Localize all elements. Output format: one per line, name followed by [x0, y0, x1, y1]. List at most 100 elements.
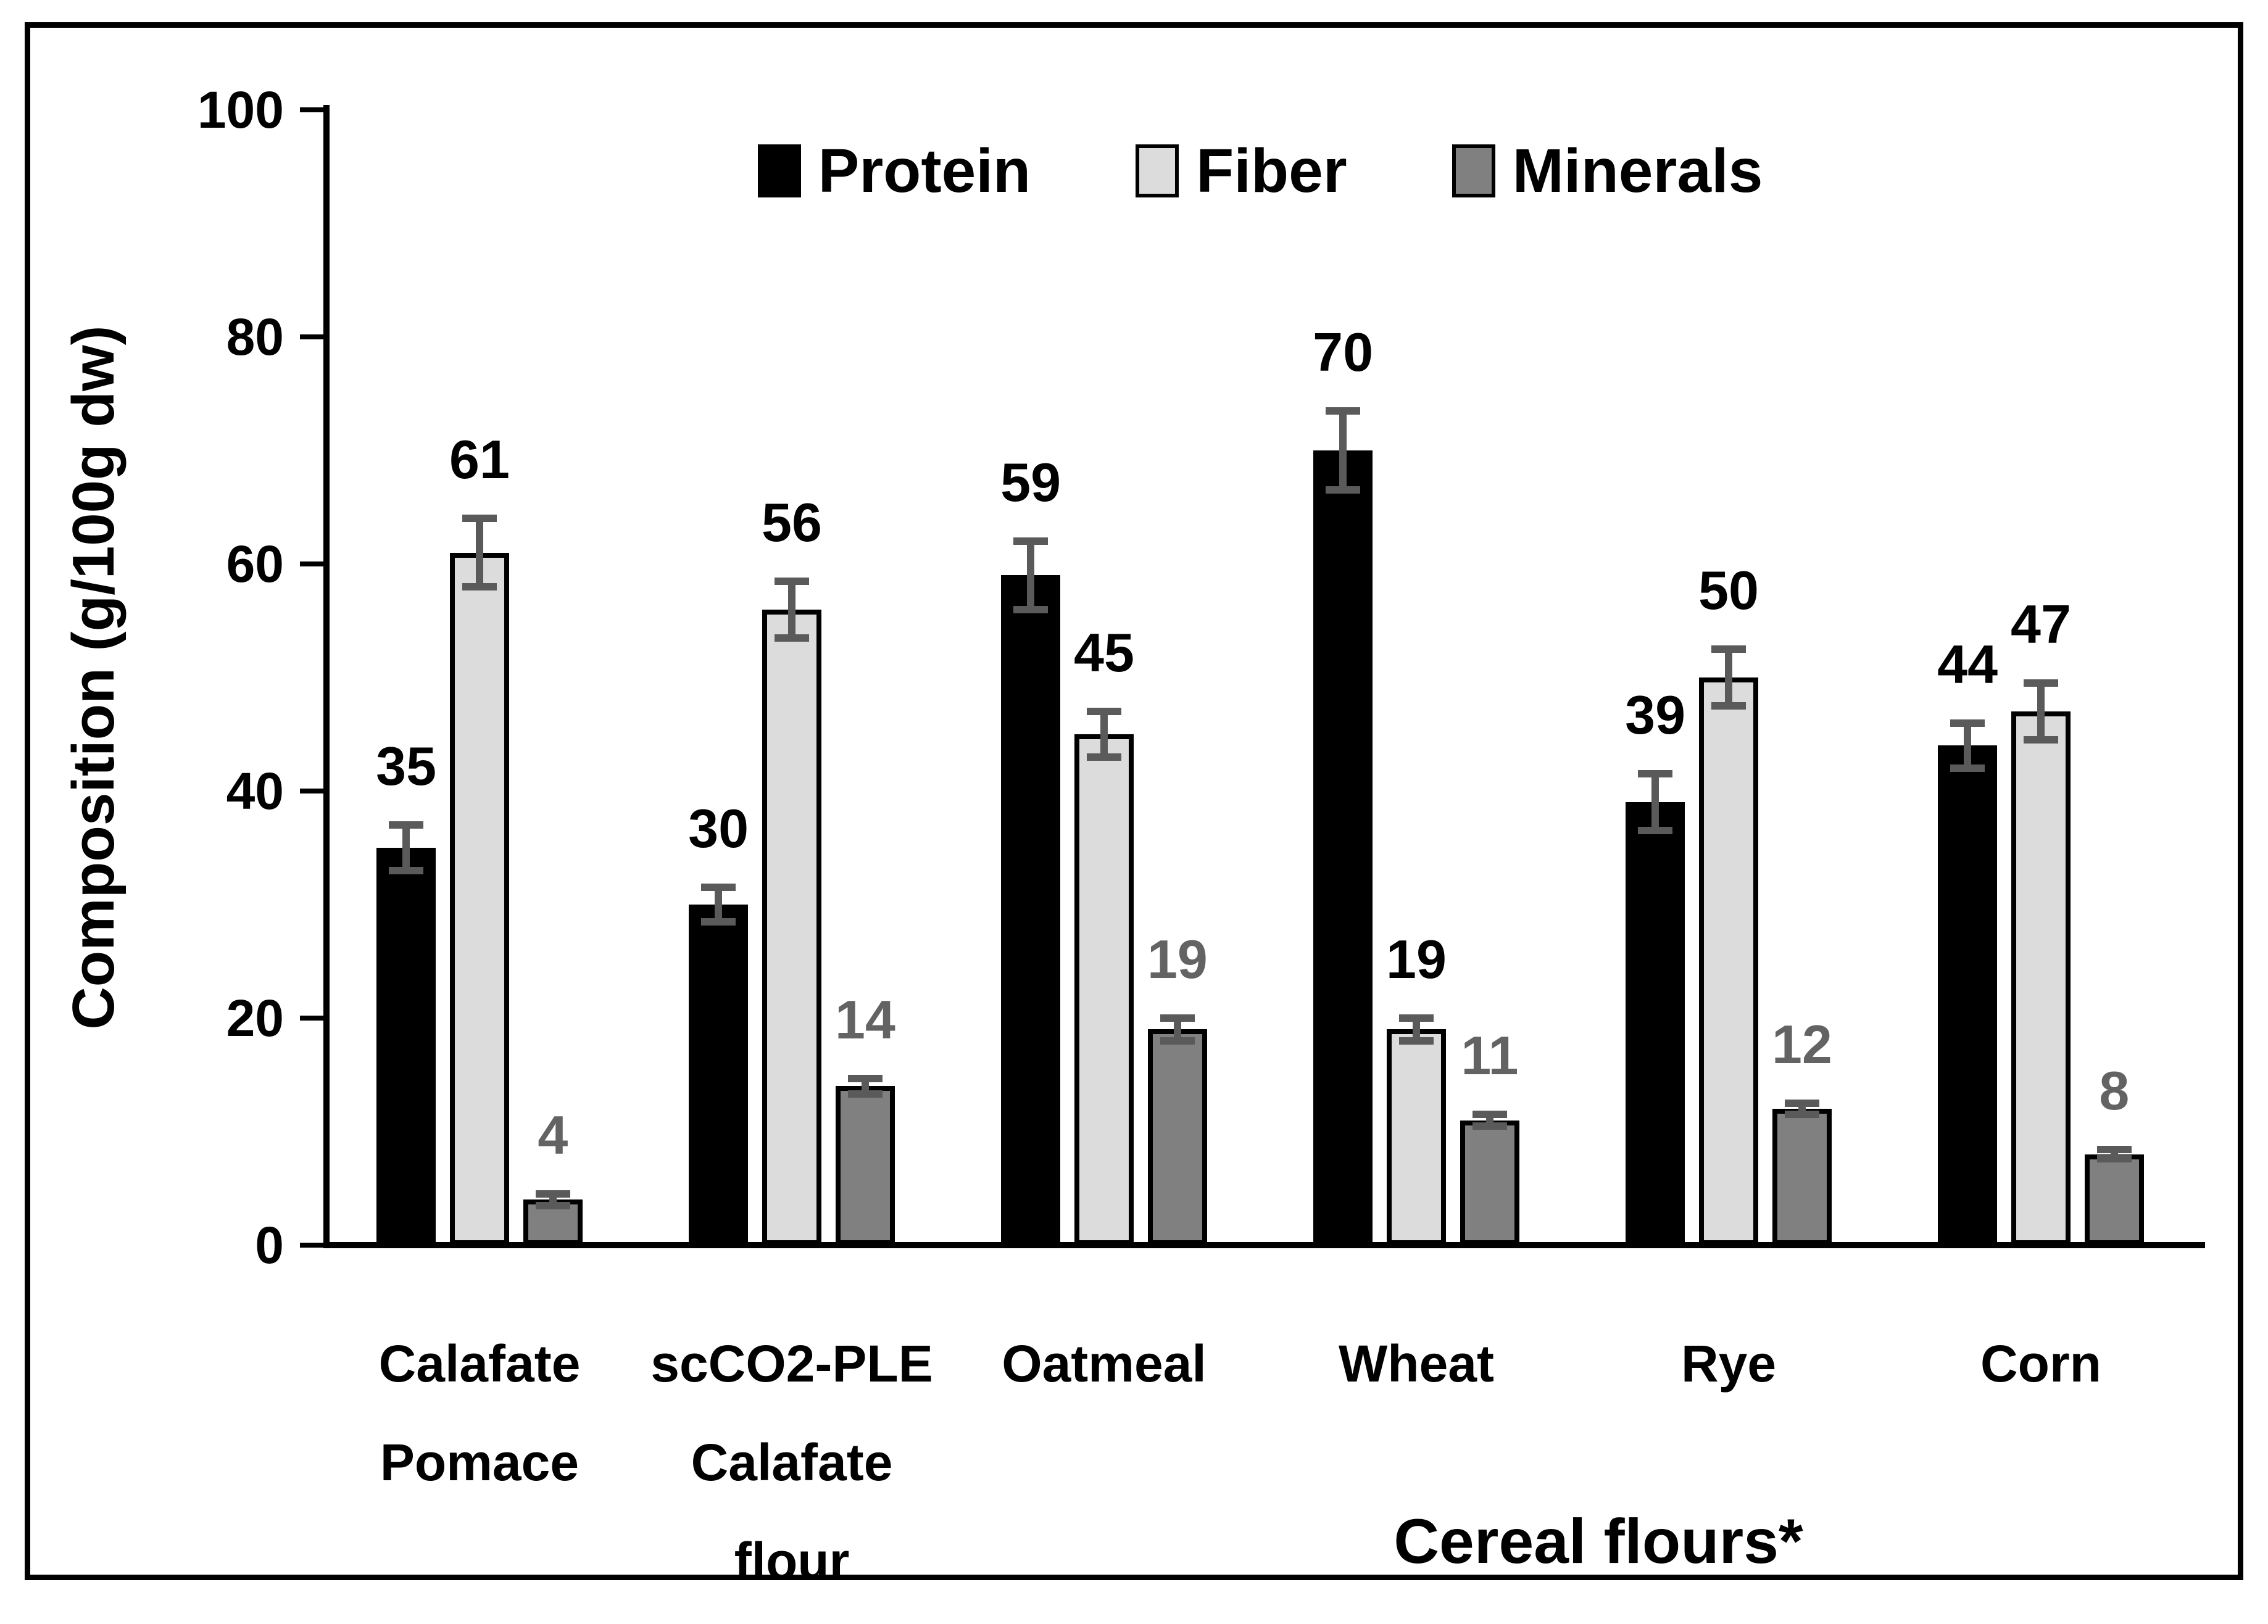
- error-bar-line: [1173, 1018, 1181, 1041]
- y-tick-mark: [300, 1016, 323, 1021]
- error-bar-cap-bottom: [1638, 827, 1673, 835]
- bar-value-label: 14: [834, 988, 895, 1050]
- bar-value-label: 59: [1000, 452, 1061, 513]
- bar-minerals-wheat: [1460, 1120, 1519, 1245]
- bar-value-label: 4: [538, 1104, 568, 1166]
- error-bar-line: [1027, 541, 1035, 610]
- error-bar-line: [402, 825, 410, 871]
- error-bar-cap-top: [847, 1074, 883, 1082]
- bar-value-label: 12: [1771, 1014, 1832, 1075]
- x-axis-category-label: Rye: [1680, 1335, 1777, 1393]
- error-bar-cap-bottom: [1472, 1122, 1507, 1130]
- error-bar-cap-top: [1399, 1014, 1434, 1022]
- bar-value-label: 30: [688, 798, 749, 860]
- bar-minerals-corn: [2084, 1154, 2144, 1245]
- error-bar-cap-bottom: [1326, 486, 1361, 494]
- error-bar-line: [1339, 410, 1347, 491]
- y-tick-mark: [300, 561, 323, 566]
- legend-label: Fiber: [1196, 136, 1347, 205]
- bar-minerals-rye: [1772, 1109, 1832, 1245]
- error-bar-cap-bottom: [2096, 1155, 2132, 1163]
- error-bar-cap-top: [775, 577, 809, 585]
- error-bar-cap-bottom: [701, 918, 736, 926]
- error-bar-cap-top: [1711, 645, 1746, 653]
- x-axis-line: [323, 1242, 2205, 1248]
- error-bar-cap-bottom: [462, 582, 497, 590]
- bar-fiber-rye: [1698, 677, 1759, 1245]
- error-bar-cap-top: [389, 821, 424, 829]
- error-bar-line: [1651, 774, 1659, 831]
- error-bar-cap-top: [1160, 1014, 1195, 1022]
- legend-item-fiber: Fiber: [1136, 137, 1347, 205]
- y-axis-title: Composition (g/100g dw): [60, 325, 127, 1030]
- y-axis-line: [323, 105, 330, 1248]
- error-bar-cap-top: [1638, 770, 1673, 778]
- bar-value-label: 19: [1147, 929, 1208, 990]
- bar-value-label: 8: [2099, 1060, 2130, 1122]
- error-bar-line: [861, 1078, 869, 1095]
- bar-value-label: 47: [2011, 594, 2071, 655]
- bar-protein-oatmeal: [1001, 575, 1061, 1245]
- legend-swatch-protein-icon: [757, 144, 801, 197]
- y-tick-mark: [300, 334, 323, 339]
- bar-value-label: 39: [1625, 684, 1686, 746]
- x-axis-category-label: Corn: [1980, 1335, 2101, 1393]
- legend-label: Protein: [818, 136, 1031, 205]
- error-bar-cap-top: [1950, 719, 1985, 727]
- x-axis-group-label: Cereal flours*: [1394, 1506, 1803, 1576]
- error-bar-line: [1964, 723, 1972, 769]
- error-bar-cap-top: [701, 884, 736, 892]
- error-bar-cap-top: [1472, 1111, 1507, 1119]
- bar-minerals-scco2-ple: [835, 1086, 895, 1245]
- bar-fiber-corn: [2011, 711, 2071, 1245]
- error-bar-cap-bottom: [1784, 1111, 1819, 1119]
- bar-fiber-wheat: [1386, 1029, 1447, 1245]
- error-bar-cap-top: [1784, 1100, 1819, 1107]
- error-bar-cap-bottom: [2024, 736, 2058, 744]
- error-bar-cap-bottom: [1399, 1037, 1434, 1045]
- error-bar-line: [1413, 1018, 1420, 1041]
- bar-value-label: 44: [1937, 633, 1998, 695]
- chart-frame: [25, 22, 2243, 1580]
- error-bar-cap-bottom: [1013, 605, 1049, 613]
- error-bar-line: [476, 518, 483, 587]
- y-tick-label: 0: [255, 1216, 284, 1274]
- bar-fiber-calafate: [449, 552, 510, 1245]
- y-tick-label: 60: [226, 535, 284, 593]
- error-bar-line: [1100, 711, 1108, 757]
- legend-swatch-minerals-icon: [1452, 144, 1495, 197]
- legend-item-minerals: Minerals: [1452, 137, 1763, 205]
- bar-protein-calafate: [376, 848, 436, 1245]
- error-bar-cap-bottom: [1950, 764, 1985, 773]
- legend: Protein Fiber Minerals: [323, 137, 2197, 205]
- x-axis-category-label: Calafate Pomace: [378, 1335, 581, 1491]
- error-bar-cap-top: [2096, 1146, 2132, 1154]
- error-bar-cap-bottom: [1087, 753, 1121, 761]
- legend-item-protein: Protein: [757, 136, 1031, 205]
- error-bar-cap-bottom: [847, 1090, 883, 1098]
- error-bar-cap-bottom: [775, 634, 809, 642]
- x-axis-category-label: Wheat: [1339, 1335, 1494, 1393]
- bar-value-label: 56: [762, 491, 822, 553]
- bar-protein-rye: [1626, 802, 1685, 1245]
- error-bar-line: [2037, 683, 2045, 740]
- error-bar-cap-bottom: [389, 866, 424, 874]
- y-tick-label: 20: [226, 989, 284, 1047]
- bar-fiber-scco2-ple: [762, 609, 822, 1245]
- y-tick-mark: [300, 1243, 323, 1248]
- error-bar-cap-bottom: [535, 1201, 570, 1209]
- x-axis-category-label: Oatmeal: [1002, 1335, 1207, 1393]
- error-bar-cap-top: [535, 1190, 570, 1198]
- error-bar-cap-bottom: [1711, 702, 1746, 710]
- error-bar-cap-top: [1013, 537, 1049, 545]
- error-bar-line: [1725, 649, 1732, 706]
- legend-swatch-fiber-icon: [1136, 144, 1179, 197]
- y-tick-label: 40: [226, 762, 284, 820]
- bar-value-label: 11: [1461, 1025, 1519, 1087]
- bar-minerals-oatmeal: [1147, 1029, 1207, 1245]
- bar-value-label: 70: [1313, 321, 1374, 383]
- error-bar-cap-top: [1326, 407, 1361, 415]
- y-tick-mark: [300, 789, 323, 793]
- y-tick-label: 80: [226, 308, 284, 366]
